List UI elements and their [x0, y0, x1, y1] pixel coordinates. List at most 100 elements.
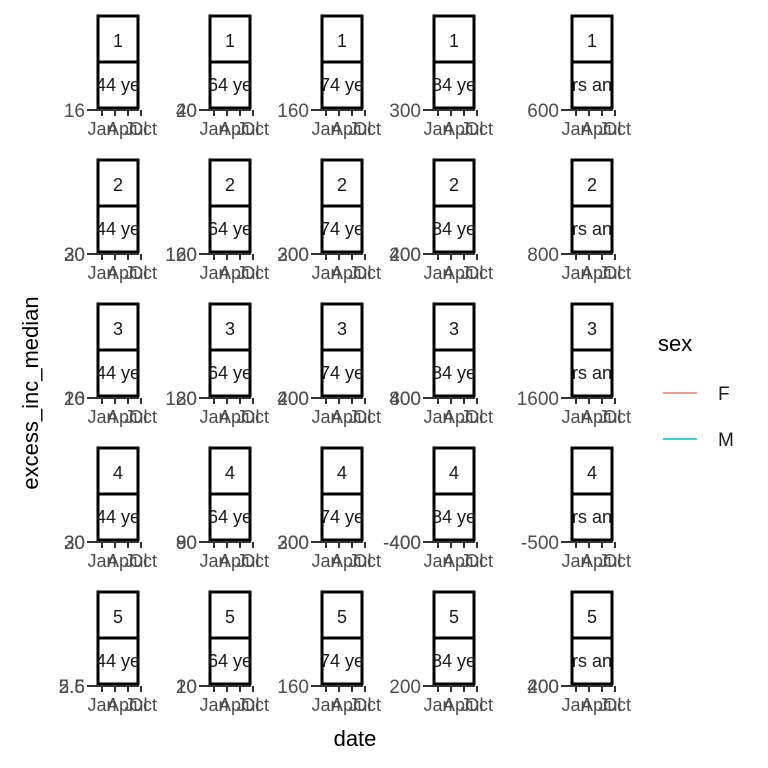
y-tick-label: 400 [527, 677, 559, 698]
x-tick-label: Jan [87, 263, 116, 283]
legend-keys: FM [663, 384, 734, 451]
y-tick-label: 20 [64, 533, 85, 554]
x-tick-label: Jan [423, 119, 452, 139]
x-tick-label: Apr [581, 695, 609, 715]
x-tick-label: Jan [87, 407, 116, 427]
col-strip [570, 636, 614, 686]
col-strip-label: rs an [572, 363, 612, 383]
x-tick-label: Oct [465, 695, 493, 715]
col-strip [570, 348, 614, 398]
col-strip-clip: 84 ye [432, 651, 476, 671]
x-tick-label: Oct [241, 263, 269, 283]
col-strip [432, 636, 476, 686]
col-strip [570, 204, 614, 254]
row-strip [320, 302, 364, 352]
col-strip-label: 44 ye [96, 75, 140, 95]
col-strip-label: 64 ye [208, 75, 252, 95]
row-strip [208, 158, 252, 208]
col-strip-clip: 44 ye [97, 651, 139, 671]
col-strip-clip: 84 ye [433, 75, 475, 95]
x-tick-label: Jan [561, 551, 590, 571]
row-strip [208, 302, 252, 352]
x-tick-label: Apr [581, 119, 609, 139]
x-tick-label: Jul [124, 695, 147, 715]
x-tick-label: Jan [311, 407, 340, 427]
x-tick-label: Jul [348, 263, 371, 283]
y-tick-label: 200 [277, 245, 309, 266]
y-tick-label: -500 [521, 533, 559, 554]
row-strip-label: 5 [337, 607, 347, 627]
col-strip [208, 60, 252, 110]
col-strip [320, 348, 364, 398]
row-strip-label: 4 [449, 463, 459, 483]
x-tick-label: Oct [353, 551, 381, 571]
x-tick-label: Jul [124, 119, 147, 139]
row-strip-label: 5 [113, 607, 123, 627]
col-strip-clip: rs an [572, 507, 612, 527]
col-strip-label: 84 ye [432, 651, 476, 671]
row-strip-label: 1 [587, 31, 597, 51]
col-strip-label: 44 ye [96, 363, 140, 383]
y-tick-label: 600 [527, 101, 559, 122]
x-tick-label: Oct [465, 551, 493, 571]
col-strip-clip: 64 ye [209, 363, 251, 383]
x-tick-label: Apr [107, 695, 135, 715]
x-tick-label: Jul [348, 695, 371, 715]
x-tick-label: Jan [423, 263, 452, 283]
y-axis-title: excess_inc_median [18, 296, 43, 489]
col-strip-clip: 84 ye [433, 363, 475, 383]
x-tick-label: Jan [87, 551, 116, 571]
x-tick-label: Jan [311, 119, 340, 139]
x-tick-label: Apr [331, 119, 359, 139]
row-strip [320, 446, 364, 496]
x-tick-label: Apr [581, 263, 609, 283]
x-tick-label: Oct [603, 407, 631, 427]
col-strip-label: 44 ye [96, 219, 140, 239]
y-tick-label: 400 [277, 389, 309, 410]
row-strip-label: 1 [113, 31, 123, 51]
col-strip [570, 60, 614, 110]
col-strip-label: rs an [572, 651, 612, 671]
col-strip-label: 64 ye [208, 651, 252, 671]
x-tick-label: Apr [331, 263, 359, 283]
y-tick-label: 1600 [517, 389, 559, 410]
x-tick-label: Jul [598, 119, 621, 139]
row-strip-label: 3 [337, 319, 347, 339]
x-tick-label: Jan [199, 407, 228, 427]
y-tick-label: 2.5 [59, 677, 85, 698]
col-strip [96, 348, 140, 398]
x-tick-label: Oct [129, 263, 157, 283]
y-tick-label: 400 [389, 245, 421, 266]
x-tick-label: Oct [353, 263, 381, 283]
row-strip-label: 3 [449, 319, 459, 339]
y-tick-label: 5.6 [59, 677, 85, 698]
col-strip [208, 492, 252, 542]
row-strip-label: 2 [449, 175, 459, 195]
x-tick-label: Oct [241, 695, 269, 715]
col-strip-clip: 44 ye [96, 363, 140, 383]
row-strip-label: 3 [587, 319, 597, 339]
x-tick-label: Jan [199, 551, 228, 571]
y-tick-label: 40 [176, 101, 197, 122]
x-tick-label: Oct [465, 407, 493, 427]
x-tick-label: Jan [199, 263, 228, 283]
x-tick-label: Jan [199, 695, 228, 715]
col-strip [432, 60, 476, 110]
col-strip-clip: 64 ye [209, 219, 251, 239]
row-strip-label: 4 [113, 463, 123, 483]
x-tick-label: Jan [561, 263, 590, 283]
row-strip-label: 5 [225, 607, 235, 627]
x-tick-label: Oct [603, 695, 631, 715]
row-strip [208, 590, 252, 640]
x-tick-label: Jul [460, 407, 483, 427]
x-tick-label: Jan [311, 263, 340, 283]
x-tick-label: Oct [603, 551, 631, 571]
